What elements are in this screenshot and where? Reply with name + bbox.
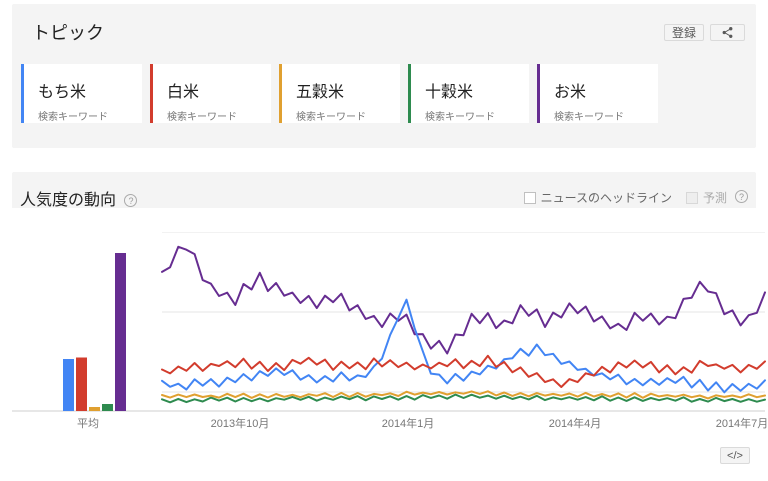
svg-text:平均: 平均 [77,417,99,430]
svg-text:2014年1月: 2014年1月 [382,416,435,430]
svg-text:2013年10月: 2013年10月 [211,416,270,430]
svg-text:2014年4月: 2014年4月 [549,416,602,430]
svg-text:2014年7月: 2014年7月 [716,416,768,430]
